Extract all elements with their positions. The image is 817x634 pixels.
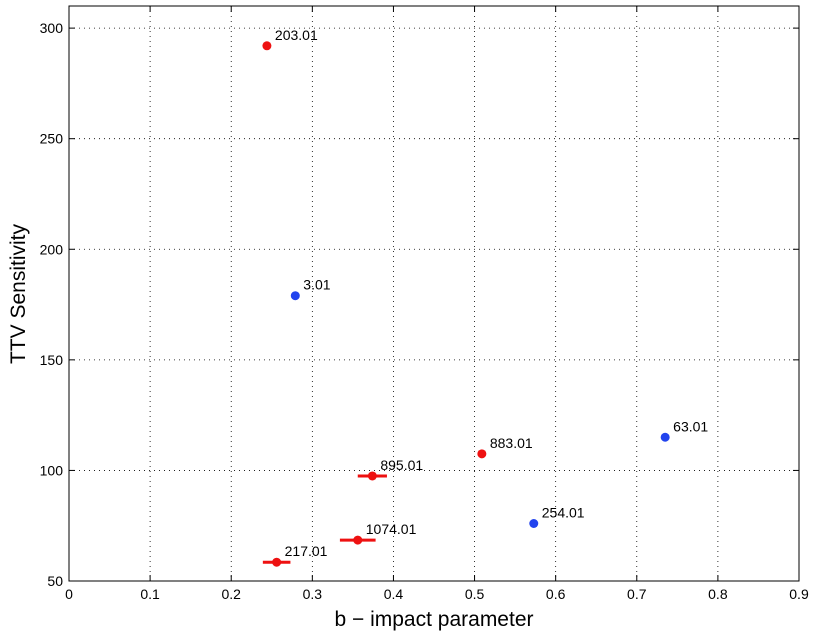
point-label: 895.01 [380, 457, 423, 473]
y-tick-label: 250 [40, 131, 64, 147]
point-label: 254.01 [542, 505, 585, 521]
y-axis-title: TTV Sensitivity [7, 223, 30, 364]
y-tick-label: 300 [40, 20, 64, 36]
x-axis-title: b − impact parameter [334, 608, 533, 631]
data-marks: 203.01 3.01 63.01 883.01 895.01 254.01 1074.01… [262, 27, 708, 567]
y-tick-label: 150 [40, 352, 64, 368]
x-tick-label: 0 [65, 586, 73, 602]
point-label: 883.01 [490, 435, 533, 451]
axis-ticks: 0 0.1 0.2 0.3 0.4 0.5 0.6 0.7 0.8 0.9 50 100 150 200 2… [40, 6, 809, 602]
y-tick-label: 50 [47, 573, 63, 589]
data-point [353, 535, 363, 545]
point-label: 203.01 [275, 27, 318, 43]
point-label: 63.01 [673, 418, 708, 434]
x-tick-label: 0.7 [627, 586, 647, 602]
x-tick-label: 0.2 [221, 586, 241, 602]
data-point [262, 41, 272, 51]
x-tick-label: 0.3 [303, 586, 323, 602]
data-point [660, 432, 670, 442]
x-tick-label: 0.8 [708, 586, 728, 602]
data-point [290, 291, 300, 301]
data-point [477, 449, 487, 459]
grid-lines [69, 6, 799, 581]
data-point [529, 519, 539, 528]
x-tick-label: 0.6 [546, 586, 566, 602]
y-tick-label: 200 [40, 241, 64, 257]
point-label: 3.01 [303, 277, 330, 293]
plot-frame [68, 5, 800, 582]
data-point [272, 557, 282, 567]
point-label: 217.01 [285, 543, 328, 559]
point-label: 1074.01 [366, 521, 417, 537]
y-tick-label: 100 [40, 462, 64, 478]
x-tick-label: 0.9 [789, 586, 809, 602]
data-point [367, 471, 377, 481]
x-tick-label: 0.4 [384, 586, 404, 602]
x-tick-label: 0.5 [465, 586, 485, 602]
x-tick-label: 0.1 [140, 586, 160, 602]
